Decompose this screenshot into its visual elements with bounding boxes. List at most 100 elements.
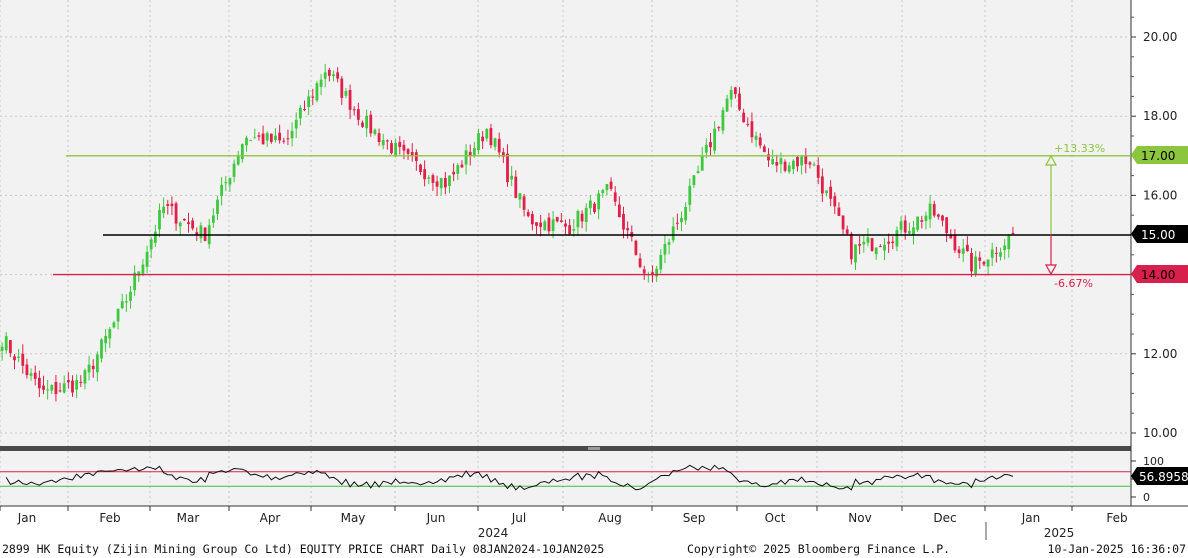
candle-body <box>605 184 609 191</box>
candle-body <box>79 381 83 383</box>
candle-body <box>796 156 799 167</box>
candle-body <box>559 220 563 222</box>
rsi-line <box>5 464 1014 491</box>
tag-lower-bg <box>1131 265 1188 283</box>
candle-body <box>290 130 294 139</box>
candle-body <box>961 248 965 254</box>
x-month-label: Jul <box>511 511 526 525</box>
candle-body <box>684 206 688 221</box>
candle-body <box>464 150 468 165</box>
candle-body <box>303 109 306 111</box>
candle-body <box>365 115 369 129</box>
candle-body <box>153 231 157 243</box>
candle-body <box>593 203 596 213</box>
year-label: 2025 <box>1044 526 1075 540</box>
candle-body <box>738 93 741 110</box>
candle-body <box>725 98 729 112</box>
candle-body <box>535 222 538 226</box>
candle-body <box>721 110 725 131</box>
candle-body <box>982 261 986 265</box>
x-month-label: Nov <box>848 511 871 525</box>
y-tick-label: 16.00 <box>1143 188 1177 202</box>
y-tick-label: 20.00 <box>1143 30 1177 44</box>
candle-body <box>278 132 282 141</box>
candle-body <box>228 178 232 185</box>
candle-body <box>497 138 501 153</box>
candle-body <box>452 171 456 175</box>
candle-body <box>733 87 737 95</box>
candle-body <box>236 155 240 165</box>
candle-body <box>841 215 845 230</box>
candle-body <box>460 164 464 168</box>
range-arrows: +13.33% -6.67% <box>1044 142 1105 290</box>
candle-body <box>323 72 327 79</box>
candle-body <box>381 140 385 146</box>
footer-right: 10-Jan-2025 16:36:07 <box>1048 542 1187 556</box>
candle-body <box>762 146 766 153</box>
candle-body <box>261 133 265 145</box>
candle-body <box>899 221 903 230</box>
candle-body <box>928 203 932 220</box>
candle-body <box>91 365 95 370</box>
candle-body <box>431 175 435 183</box>
tag-rsi-label: 56.8958 <box>1139 470 1188 484</box>
candle-body <box>576 210 580 228</box>
candle-body <box>13 356 16 361</box>
candle-body <box>439 178 443 189</box>
candle-body <box>613 192 617 202</box>
candle-body <box>816 165 820 178</box>
candle-body <box>742 112 746 123</box>
candle-body <box>965 244 969 252</box>
x-axis: Jan Feb Mar Apr May Jun Jul Aug Sep Oct Nov Dec Jan F… <box>0 506 1128 540</box>
candle-body <box>37 377 41 389</box>
candle-body <box>423 169 427 180</box>
candle-body <box>282 140 286 142</box>
candle-body <box>87 364 91 373</box>
candle-body <box>352 109 356 111</box>
candle-body <box>149 239 153 250</box>
level-lines <box>53 155 1131 276</box>
candle-body <box>878 246 882 248</box>
candle-body <box>187 222 190 225</box>
y-tick-label: 10.00 <box>1143 426 1177 440</box>
candle-body <box>104 335 108 344</box>
candle-body <box>518 193 522 200</box>
candle-body <box>941 215 944 221</box>
x-month-label: Mar <box>177 511 200 525</box>
y-tick-label: 18.00 <box>1143 109 1177 123</box>
candle-body <box>8 340 12 354</box>
x-month-label: Jan <box>17 511 37 525</box>
candle-body <box>750 121 754 138</box>
candle-body <box>336 72 340 79</box>
candle-body <box>394 142 398 156</box>
candle-body <box>369 114 373 134</box>
candle-body <box>137 271 141 276</box>
candle-body <box>555 217 559 222</box>
candle-body <box>66 380 70 383</box>
candle-body <box>530 213 534 225</box>
candlestick-series <box>0 63 1015 402</box>
candle-body <box>195 232 199 236</box>
candle-body <box>174 203 178 224</box>
candle-body <box>729 89 733 100</box>
candle-body <box>804 155 808 164</box>
divider-grip[interactable] <box>588 447 600 450</box>
candle-body <box>100 339 103 359</box>
candle-body <box>696 171 700 174</box>
candle-body <box>771 158 775 165</box>
downside-percent: -6.67% <box>1054 277 1093 290</box>
candle-body <box>315 83 319 101</box>
candle-body <box>17 356 21 358</box>
candle-body <box>443 178 447 188</box>
candle-body <box>319 79 323 87</box>
candle-body <box>410 151 414 156</box>
candle-body <box>294 119 298 129</box>
upside-percent: +13.33% <box>1054 142 1105 155</box>
candle-body <box>580 213 584 222</box>
candle-body <box>895 230 899 247</box>
year-label: 2024 <box>478 526 509 540</box>
tag-rsi-bg <box>1131 467 1188 485</box>
x-month-label: Aug <box>598 511 621 525</box>
candle-body <box>642 269 646 274</box>
candle-body <box>129 291 132 301</box>
